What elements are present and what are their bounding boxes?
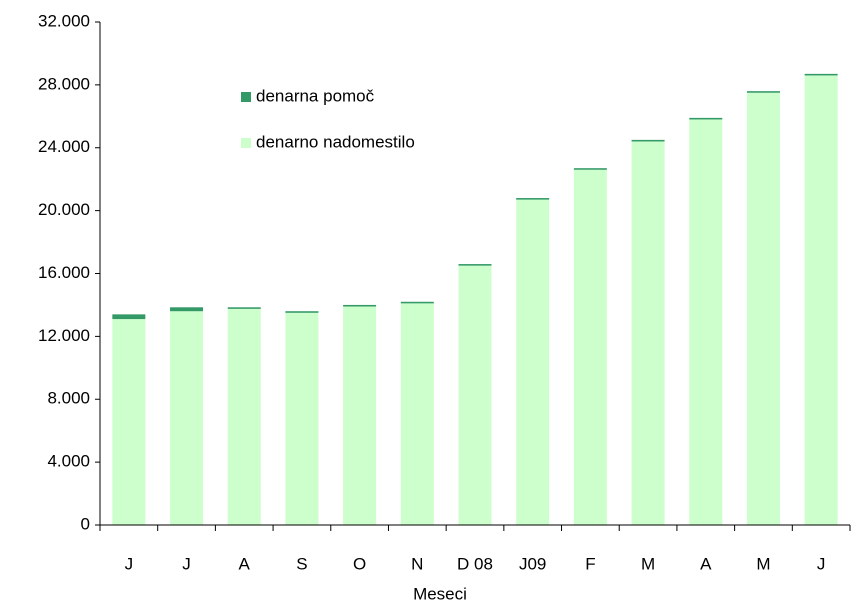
bar-segment	[516, 199, 550, 525]
bar-segment	[170, 307, 204, 312]
bar-segment	[170, 311, 204, 525]
x-tick-label: J	[182, 554, 191, 573]
x-tick-label: M	[641, 554, 655, 573]
bar-segment	[631, 141, 665, 525]
bar-segment	[746, 92, 780, 525]
bar-segment	[227, 308, 261, 525]
x-tick-label: J09	[519, 554, 546, 573]
bar-segment	[343, 304, 377, 307]
bar-segment	[285, 311, 319, 313]
x-tick-label: J	[817, 554, 826, 573]
x-tick-label: A	[239, 554, 251, 573]
legend-swatch	[241, 138, 251, 148]
x-tick-label: F	[585, 554, 595, 573]
bar-segment	[804, 75, 838, 525]
bar-segment	[112, 314, 146, 320]
x-tick-label: O	[353, 554, 366, 573]
bar-segment	[631, 139, 665, 142]
bar-segment	[400, 301, 434, 304]
legend-label: denarno nadomestilo	[256, 132, 415, 151]
bar-segment	[573, 168, 607, 170]
x-tick-label: J	[125, 554, 134, 573]
bar-segment	[689, 119, 723, 526]
bar-segment	[458, 265, 492, 525]
x-tick-label: A	[700, 554, 712, 573]
bar-segment	[285, 312, 319, 525]
bar-segment	[746, 91, 780, 93]
bar-segment	[458, 264, 492, 266]
x-tick-label: S	[296, 554, 307, 573]
bar-segment	[343, 306, 377, 525]
x-tick-label: N	[411, 554, 423, 573]
y-tick-label: 20.000	[38, 200, 90, 219]
y-tick-label: 16.000	[38, 263, 90, 282]
bar-segment	[112, 319, 146, 525]
x-tick-label: M	[756, 554, 770, 573]
bar-segment	[400, 303, 434, 525]
bar-segment	[516, 198, 550, 200]
bar-segment	[804, 73, 838, 76]
legend-label: denarna pomoč	[256, 86, 375, 105]
y-tick-label: 8.000	[47, 389, 90, 408]
y-tick-label: 24.000	[38, 137, 90, 156]
y-tick-label: 0	[81, 514, 90, 533]
y-tick-label: 4.000	[47, 452, 90, 471]
bar-segment	[573, 169, 607, 525]
y-tick-label: 32.000	[38, 11, 90, 30]
x-tick-label: D 08	[457, 554, 493, 573]
y-tick-label: 12.000	[38, 326, 90, 345]
bar-segment	[689, 117, 723, 120]
bar-segment	[227, 307, 261, 309]
y-tick-label: 28.000	[38, 74, 90, 93]
legend-swatch	[241, 92, 251, 102]
x-axis-label: Meseci	[413, 584, 467, 603]
